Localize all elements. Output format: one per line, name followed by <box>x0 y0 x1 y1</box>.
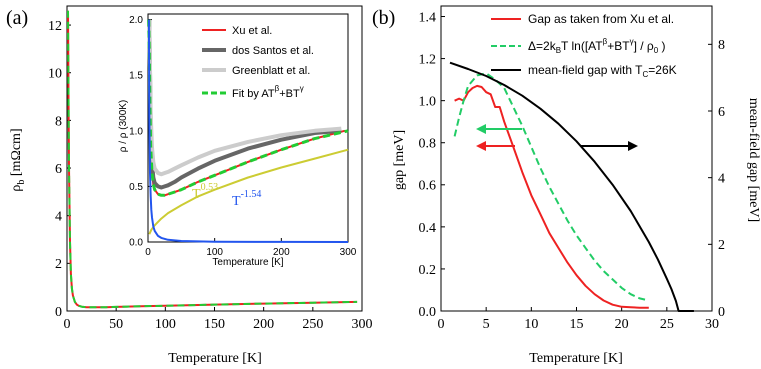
legend-label-greenblatt: Greenblatt et al. <box>232 65 310 77</box>
x-tick-label: 5 <box>483 317 490 332</box>
panel-a-xlabel: Temperature [K] <box>168 351 261 366</box>
legend-label-mean-field: mean-field gap with TC=26K <box>528 63 677 79</box>
x-tick-label: 20 <box>615 317 629 332</box>
series-line-dos-santos-et-al <box>147 19 342 190</box>
y-tick-label: 1.0 <box>129 126 143 137</box>
y-tick-label: 6 <box>55 162 62 177</box>
legend-label-gap-xu: Gap as taken from Xu et al. <box>528 12 674 26</box>
legend-label-dos-santos: dos Santos et al. <box>232 45 314 57</box>
series-line-mean-field-gap-with-t-c-26k <box>449 61 694 312</box>
x-tick-label: 200 <box>253 317 274 332</box>
y-tick-label: 1.4 <box>419 10 437 25</box>
series-line-greenblatt-et-al <box>147 19 342 177</box>
x-tick-label: 10 <box>524 317 538 332</box>
panel-a-label: (a) <box>6 7 28 29</box>
y2-tick-label: 2 <box>718 238 725 253</box>
panel-b: (b) 0 5 10 15 20 25 300.00.20.40.60.81.01.21.4… <box>372 5 761 366</box>
x-tick-label: 200 <box>273 247 290 258</box>
panel-a: (a) 0 50 100 150 200 250 300 0 2 4 6 8 10 12 Temperat… <box>6 5 373 366</box>
x-tick-label: 100 <box>155 317 176 332</box>
x-tick-label: 25 <box>660 317 674 332</box>
x-tick-label: 0 <box>438 317 445 332</box>
panel-b-ylabel: gap [meV] <box>392 130 407 190</box>
y-tick-label: 0.5 <box>129 182 143 193</box>
arrow-head-1 <box>476 141 486 151</box>
inset-legend: Xu et al. dos Santos et al. Greenblatt e… <box>202 25 314 100</box>
y-tick-label: 0.4 <box>419 221 437 236</box>
y-tick-label: 1.0 <box>419 95 437 110</box>
x-tick-label: 250 <box>302 317 323 332</box>
panel-b-legend: Gap as taken from Xu et al. Δ=2kBT ln([A… <box>491 12 677 79</box>
series-line-gap-as-taken-from-xu-et-al <box>454 84 649 309</box>
x-tick-label: 15 <box>570 317 584 332</box>
x-tick-label: 300 <box>352 317 373 332</box>
x-tick-label: 0 <box>64 317 71 332</box>
panel-a-inset: 0 100 200 300 0.0 0.5 1.0 1.5 2.0 Temperature [K… <box>118 13 357 268</box>
legend-label-delta: Δ=2kBT ln([ATβ+BTγ] / ρ0 ) <box>528 37 666 55</box>
y-tick-label: 2 <box>55 257 62 272</box>
legend-label-xu: Xu et al. <box>232 25 272 37</box>
y2-tick-label: 8 <box>718 38 725 53</box>
y2-tick-label: 4 <box>718 172 725 187</box>
legend-label-fit: Fit by ATβ+BTγ <box>232 84 304 100</box>
x-tick-label: 150 <box>204 317 225 332</box>
series-line-t-1-54 <box>147 19 349 243</box>
y2-tick-label: 6 <box>718 105 725 120</box>
y-tick-label: 0.2 <box>419 263 437 278</box>
y-tick-label: 8 <box>55 114 62 129</box>
y-tick-label: 0.0 <box>129 238 143 249</box>
arrow-head-0 <box>476 124 486 134</box>
y-tick-label: 0 <box>55 305 62 320</box>
arrow-head-2 <box>628 141 638 151</box>
x-tick-label: 300 <box>340 247 357 258</box>
panel-b-xlabel: Temperature [K] <box>529 351 622 366</box>
inset-xlabel: Temperature [K] <box>212 257 283 268</box>
x-tick-label: 100 <box>206 247 223 258</box>
y-tick-label: 4 <box>55 210 62 225</box>
y-tick-label: 12 <box>48 19 62 34</box>
series-line-fit-by-at-bt <box>67 10 358 309</box>
y-tick-label: 10 <box>48 67 62 82</box>
y-tick-label: 0.0 <box>419 305 437 320</box>
series-line-2k-bt-ln-at-bt-0 <box>453 72 650 302</box>
annotation-t-minus-1.54: T-1.54 <box>232 189 261 209</box>
x-tick-label: 50 <box>109 317 123 332</box>
y-tick-label: 2.0 <box>129 15 143 26</box>
y2-tick-label: 0 <box>718 305 725 320</box>
x-tick-label: 0 <box>145 247 151 258</box>
panel-a-ylabel: ρb [mΩcm] <box>9 128 27 191</box>
annotation-t-0.53: T0.53 <box>192 182 218 202</box>
panel-b-label: (b) <box>372 7 395 29</box>
series-line-fit-by-at-bt <box>147 19 349 197</box>
panel-b-y2label: mean-field gap [meV] <box>746 98 761 222</box>
x-tick-label: 30 <box>705 317 719 332</box>
y-tick-label: 1.2 <box>419 52 437 67</box>
y-tick-label: 1.5 <box>129 71 143 82</box>
y-tick-label: 0.6 <box>419 179 437 194</box>
inset-ylabel: ρ / ρ (300K) <box>118 100 129 153</box>
y-tick-label: 0.8 <box>419 137 437 152</box>
